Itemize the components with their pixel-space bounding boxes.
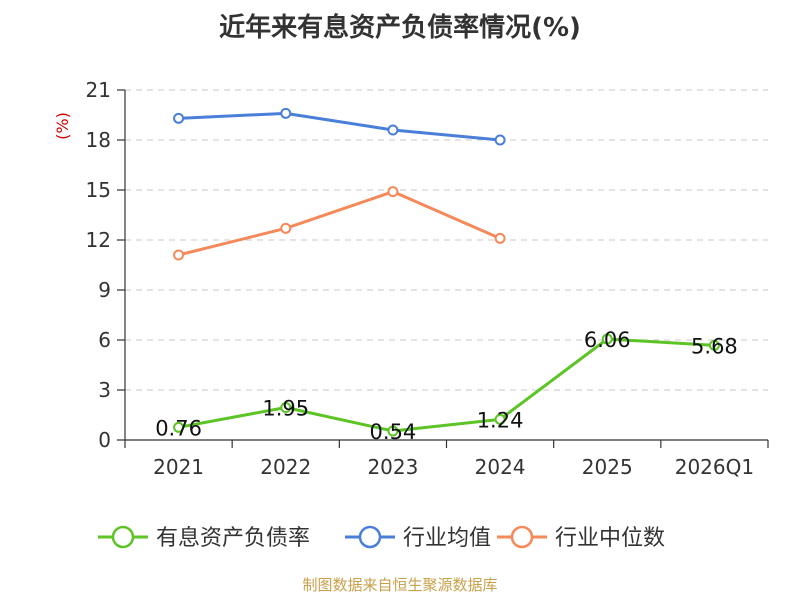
data-label: 5.68 bbox=[691, 334, 738, 358]
x-tick-label: 2025 bbox=[582, 455, 633, 479]
y-tick-label: 9 bbox=[98, 278, 111, 302]
legend-item-1: 行业均值 bbox=[345, 525, 491, 551]
data-point bbox=[494, 134, 506, 146]
y-tick-label: 0 bbox=[98, 428, 111, 452]
y-axis-unit-label: (%) bbox=[53, 112, 72, 140]
x-tick-label: 2023 bbox=[367, 455, 418, 479]
series-line bbox=[178, 190, 501, 257]
data-labels: 0.76 1.95 0.54 1.24 6.06 5.68 bbox=[155, 328, 738, 444]
y-tick-label: 18 bbox=[86, 128, 111, 152]
series-0 bbox=[173, 333, 720, 437]
data-point bbox=[494, 413, 506, 425]
gridlines bbox=[125, 89, 768, 391]
legend-marker bbox=[510, 525, 534, 549]
legend: 有息资产负债率 行业均值 行业中位数 bbox=[98, 525, 665, 551]
legend-marker bbox=[111, 525, 135, 549]
y-tick-label: 15 bbox=[86, 178, 111, 202]
x-tick-label: 2021 bbox=[153, 455, 204, 479]
data-label: 6.06 bbox=[584, 328, 631, 352]
legend-item-2: 行业中位数 bbox=[497, 525, 665, 551]
x-tick-label: 2022 bbox=[260, 455, 311, 479]
legend-label: 有息资产负债率 bbox=[156, 526, 310, 551]
x-tick-label: 2026Q1 bbox=[675, 455, 754, 479]
data-point bbox=[173, 112, 185, 124]
series-line bbox=[178, 337, 715, 433]
source-footer: 制图数据来自恒生聚源数据库 bbox=[302, 576, 497, 594]
y-tick-label: 3 bbox=[98, 378, 111, 402]
data-point bbox=[708, 339, 720, 351]
data-point bbox=[173, 249, 185, 261]
data-label: 1.95 bbox=[262, 397, 309, 421]
data-label: 1.24 bbox=[477, 408, 524, 432]
axes: 0 3 6 9 12 15 18 21 2021 2022 2023 2024 2025 2026Q1 bbox=[86, 78, 769, 479]
y-tick-label: 21 bbox=[86, 78, 111, 102]
data-point bbox=[387, 425, 399, 437]
data-point bbox=[280, 402, 292, 413]
series-line bbox=[178, 111, 501, 142]
data-point bbox=[280, 107, 292, 119]
data-point bbox=[601, 333, 613, 345]
y-tick-label: 12 bbox=[86, 228, 111, 252]
x-tick-label: 2024 bbox=[475, 455, 526, 479]
y-tick-label: 6 bbox=[98, 328, 111, 352]
data-point bbox=[173, 421, 185, 433]
data-label: 0.76 bbox=[155, 416, 202, 440]
series-1 bbox=[173, 107, 506, 146]
legend-label: 行业中位数 bbox=[555, 526, 665, 551]
data-point bbox=[387, 124, 399, 136]
series-2 bbox=[173, 186, 506, 261]
data-point bbox=[494, 232, 506, 244]
data-point bbox=[280, 222, 292, 234]
legend-marker bbox=[358, 525, 382, 549]
data-label: 0.54 bbox=[370, 420, 417, 444]
legend-label: 行业均值 bbox=[403, 526, 491, 551]
legend-item-0: 有息资产负债率 bbox=[98, 525, 310, 551]
chart-title: 近年来有息资产负债率情况(%) bbox=[219, 12, 581, 43]
series-layer bbox=[173, 107, 720, 437]
data-point bbox=[387, 186, 399, 198]
